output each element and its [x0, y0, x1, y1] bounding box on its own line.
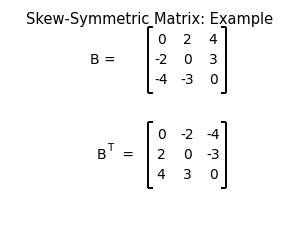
Text: -2: -2 — [154, 53, 168, 67]
Text: T: T — [107, 143, 113, 153]
Text: B =: B = — [90, 53, 120, 67]
Text: Skew-Symmetric Matrix: Example: Skew-Symmetric Matrix: Example — [26, 12, 274, 27]
Text: -3: -3 — [180, 73, 194, 87]
Text: =: = — [118, 148, 138, 162]
Text: 0: 0 — [208, 73, 217, 87]
Text: 0: 0 — [208, 168, 217, 182]
Text: 4: 4 — [208, 33, 217, 47]
Text: 0: 0 — [157, 128, 165, 142]
Text: 0: 0 — [183, 53, 191, 67]
Text: -4: -4 — [206, 128, 220, 142]
Text: -2: -2 — [180, 128, 194, 142]
Text: 0: 0 — [157, 33, 165, 47]
Text: 2: 2 — [157, 148, 165, 162]
Text: 2: 2 — [183, 33, 191, 47]
Text: -3: -3 — [206, 148, 220, 162]
Text: 3: 3 — [183, 168, 191, 182]
Text: B: B — [96, 148, 106, 162]
Text: 4: 4 — [157, 168, 165, 182]
Text: -4: -4 — [154, 73, 168, 87]
Text: 3: 3 — [208, 53, 217, 67]
Text: 0: 0 — [183, 148, 191, 162]
